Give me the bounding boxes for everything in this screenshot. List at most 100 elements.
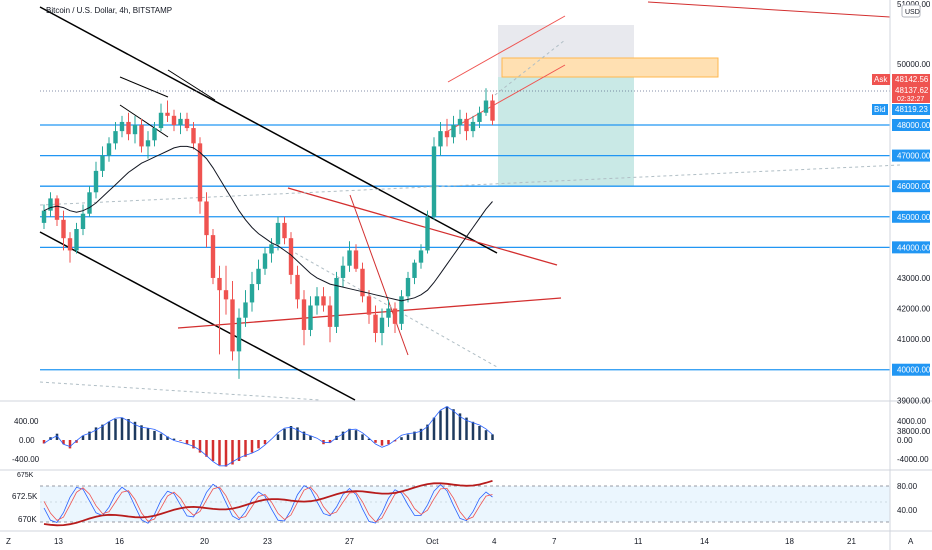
candle-body-2 [55, 198, 59, 219]
price-tick-8: 42000.00 [897, 305, 931, 314]
price-tick-10: 40000.00 [897, 366, 931, 375]
candle-body-33 [256, 269, 260, 284]
candle-body-39 [295, 275, 299, 299]
stoch-ltick-2: 672.5K [12, 492, 38, 501]
macd-tick-zero: 0.00 [19, 436, 35, 445]
macd-rtick-neg: -4000.00 [897, 455, 929, 464]
candle-body-46 [341, 266, 345, 278]
candle-body-58 [419, 250, 423, 262]
macd-pane [40, 401, 890, 469]
currency-label: USD [905, 9, 920, 16]
candle-body-50 [367, 296, 371, 314]
candle-body-64 [458, 119, 462, 125]
price-tick-6: 44000.00 [897, 243, 931, 252]
stoch-ltick-1: 675K [17, 472, 34, 479]
candle-body-35 [269, 244, 273, 253]
candle-body-40 [302, 299, 306, 330]
candle-body-69 [490, 101, 494, 121]
candle-body-57 [412, 263, 416, 278]
candle-body-32 [250, 284, 254, 302]
macd-rtick-zero: 0.00 [897, 436, 913, 445]
candle-body-18 [159, 113, 163, 128]
time-tick-8: 11 [634, 537, 643, 546]
candle-body-12 [120, 122, 124, 131]
stoch-left-ticks: 675K 672.5K 670K [12, 472, 38, 524]
macd-left-ticks: 400.00 0.00 -400.00 [12, 417, 40, 464]
entry-zone [502, 58, 718, 77]
target-zone [498, 77, 634, 186]
time-tick-11: 21 [847, 537, 856, 546]
price-tick-3: 47000.00 [897, 152, 931, 161]
candle-body-43 [321, 296, 325, 305]
candle-body-53 [386, 309, 390, 318]
candle-body-68 [484, 101, 488, 113]
candle-body-16 [146, 140, 150, 146]
candle-body-15 [139, 125, 143, 146]
candle-body-6 [81, 214, 85, 229]
candle-body-48 [354, 250, 358, 268]
time-tick-7: 7 [552, 537, 557, 546]
candle-body-63 [451, 125, 455, 137]
candle-body-54 [393, 309, 397, 324]
stoch-rtick-40: 40.00 [897, 506, 918, 515]
candle-body-61 [438, 131, 442, 146]
candle-body-29 [230, 299, 234, 351]
candle-body-0 [42, 211, 46, 223]
stoch-rtick-80: 80.00 [897, 482, 918, 491]
candle-body-31 [243, 302, 247, 317]
time-tick-0: 13 [54, 537, 63, 546]
candle-body-34 [263, 253, 267, 268]
candle-body-37 [282, 223, 286, 238]
candle-body-3 [61, 220, 65, 238]
candle-body-62 [445, 131, 449, 137]
macd-tick-pos: 400.00 [14, 417, 39, 426]
candle-body-10 [107, 143, 111, 155]
candle-body-23 [191, 128, 195, 143]
candle-body-21 [178, 119, 182, 125]
price-tick-11: 39000.00 [897, 396, 931, 405]
time-tick-9: 14 [700, 537, 709, 546]
candle-body-11 [113, 131, 117, 143]
candle-body-51 [373, 315, 377, 333]
candle-body-36 [276, 223, 280, 244]
candle-body-30 [237, 318, 241, 352]
candle-body-28 [224, 290, 228, 299]
candle-body-26 [211, 235, 215, 278]
zoom-z-button[interactable]: Z [6, 537, 11, 546]
price-tick-9: 41000.00 [897, 335, 931, 344]
time-tick-6: 4 [492, 537, 497, 546]
bid-label: Bid [874, 105, 886, 114]
stoch-right-ticks: 80.00 40.00 [897, 482, 918, 515]
candle-body-66 [471, 122, 475, 131]
candle-body-59 [425, 217, 429, 251]
candle-body-22 [185, 119, 189, 128]
price-pane [40, 0, 890, 400]
candle-body-42 [315, 296, 319, 305]
candle-body-25 [204, 201, 208, 235]
time-tick-2: 20 [200, 537, 209, 546]
candle-body-44 [328, 305, 332, 326]
price-tick-4: 46000.00 [897, 182, 931, 191]
candle-body-19 [165, 113, 169, 116]
countdown: 02:32:27 [897, 96, 924, 103]
price-axis-ticks: 50000.0049000.0048000.0047000.0046000.00… [892, 60, 931, 436]
price-tick-12: 38000.00 [897, 427, 931, 436]
candle-body-8 [94, 171, 98, 192]
time-tick-5: Oct [426, 537, 439, 546]
ask-label: Ask [874, 75, 888, 84]
candle-body-52 [380, 318, 384, 333]
last-value: 48137.62 [895, 86, 929, 95]
macd-rtick-pos: 4000.00 [897, 417, 926, 426]
time-axis-ticks: 13 16 20 23 27 Oct 4 7 11 14 18 21 [54, 537, 856, 546]
price-tick-5: 45000.00 [897, 213, 931, 222]
candle-body-20 [172, 116, 176, 125]
ask-value: 48142.56 [895, 75, 929, 84]
candle-body-60 [432, 146, 436, 216]
candle-body-65 [464, 119, 468, 131]
auto-scale-button[interactable]: A [908, 537, 914, 546]
price-tick-0: 50000.00 [897, 60, 931, 69]
candle-body-7 [87, 192, 91, 213]
candle-body-47 [347, 250, 351, 265]
